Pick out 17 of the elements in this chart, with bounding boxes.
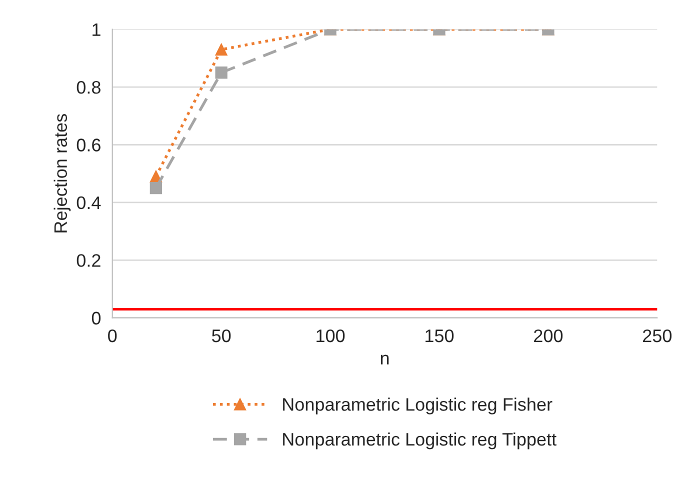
y-tick-label: 0.4 [76,196,101,210]
x-tick-label: 0 [108,329,117,342]
x-tick-label: 250 [643,329,672,342]
legend-label: Nonparametric Logistic reg Fisher [283,398,552,414]
y-tick-label: 1 [92,23,100,36]
legend-label: Nonparametric Logistic reg Tippett [283,432,556,450]
x-tick-label: 200 [534,329,563,342]
y-tick-label: 0.6 [76,138,100,152]
y-tick-label: 0 [92,312,101,325]
x-tick-label: 150 [426,329,454,342]
y-tick-label: 0.2 [76,254,100,267]
y-axis-title: Rejection rates [54,114,71,232]
x-tick-label: 50 [212,329,231,342]
x-axis-title: n [380,354,389,364]
point [150,182,162,194]
y-tick-label: 0.8 [76,80,100,94]
x-tick-label: 100 [316,329,345,342]
